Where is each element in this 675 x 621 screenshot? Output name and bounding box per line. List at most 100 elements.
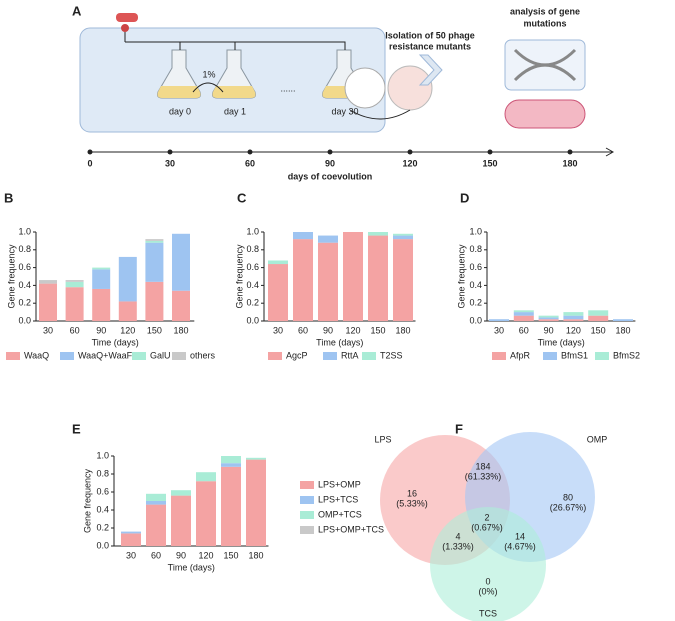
dna bbox=[513, 48, 577, 82]
set-label: OMP bbox=[587, 434, 608, 444]
bar bbox=[268, 264, 288, 321]
bar bbox=[513, 310, 534, 313]
annotation: resistance mutants bbox=[389, 41, 471, 51]
bar bbox=[513, 312, 534, 316]
bar bbox=[538, 319, 559, 321]
region-count: 0 bbox=[485, 576, 490, 586]
legend-label: OMP+TCS bbox=[318, 509, 362, 519]
x-tick-label: 150 bbox=[370, 325, 385, 335]
x-axis-label: days of coevolution bbox=[288, 171, 373, 181]
legend-label: GalU bbox=[150, 350, 171, 360]
bar bbox=[171, 495, 191, 546]
x-tick-label: 60 bbox=[151, 550, 161, 560]
bar bbox=[221, 456, 241, 464]
panel-label: E bbox=[72, 421, 81, 436]
bar bbox=[171, 490, 191, 496]
region-count: 184 bbox=[475, 461, 490, 471]
bar bbox=[65, 281, 84, 288]
bar bbox=[221, 466, 241, 546]
bar bbox=[65, 280, 84, 282]
panel-label: A bbox=[72, 3, 82, 18]
legend-swatch bbox=[595, 352, 609, 360]
transfer-arrow bbox=[192, 82, 224, 93]
y-tick-label: 0.0 bbox=[18, 315, 31, 325]
x-tick-label: 180 bbox=[173, 325, 188, 335]
bar bbox=[246, 459, 266, 546]
x-tick-label: 120 bbox=[198, 550, 213, 560]
bar bbox=[39, 280, 57, 284]
tick-dot bbox=[487, 149, 493, 155]
y-tick-label: 0.4 bbox=[96, 504, 109, 514]
tick-dot bbox=[87, 149, 93, 155]
y-tick-label: 0.0 bbox=[96, 540, 109, 550]
bar bbox=[538, 317, 559, 320]
y-tick-label: 0.2 bbox=[246, 298, 259, 308]
tick-dot bbox=[567, 149, 573, 155]
x-tick-label: 120 bbox=[566, 325, 581, 335]
panel-label: B bbox=[4, 190, 13, 205]
x-tick-label: 30 bbox=[273, 325, 283, 335]
cell bbox=[504, 99, 586, 129]
x-tick-label: 30 bbox=[494, 325, 504, 335]
bar bbox=[145, 242, 164, 282]
bar bbox=[39, 283, 57, 321]
x-tick-label: 180 bbox=[248, 550, 263, 560]
panel-label: C bbox=[237, 190, 247, 205]
x-tick-label: 120 bbox=[402, 158, 417, 168]
annotation: analysis of gene bbox=[510, 6, 580, 16]
legend-swatch bbox=[268, 352, 282, 360]
bar bbox=[368, 235, 388, 321]
x-axis-label: Time (days) bbox=[168, 562, 215, 572]
bar bbox=[318, 242, 338, 321]
bar bbox=[146, 493, 166, 501]
x-tick-label: 150 bbox=[147, 325, 162, 335]
annotation: day 0 bbox=[169, 106, 191, 116]
bar bbox=[145, 239, 164, 241]
bar bbox=[588, 315, 609, 321]
x-tick-label: 60 bbox=[70, 325, 80, 335]
bar bbox=[343, 232, 363, 321]
bar bbox=[489, 319, 509, 321]
dish-arrow bbox=[349, 109, 411, 120]
y-tick-label: 0.6 bbox=[96, 486, 109, 496]
chevron bbox=[418, 54, 443, 86]
legend-label: AgcP bbox=[286, 350, 308, 360]
legend-label: LPS+TCS bbox=[318, 494, 358, 504]
legend-swatch bbox=[362, 352, 376, 360]
bar bbox=[368, 232, 388, 236]
annotation: day 1 bbox=[224, 106, 246, 116]
legend-label: LPS+OMP+TCS bbox=[318, 524, 384, 534]
x-tick-label: 180 bbox=[395, 325, 410, 335]
y-tick-label: 0.6 bbox=[18, 262, 31, 272]
x-tick-label: 0 bbox=[87, 158, 92, 168]
x-tick-label: 60 bbox=[519, 325, 529, 335]
legend-swatch bbox=[300, 481, 314, 489]
annotation: ...... bbox=[280, 83, 295, 93]
x-tick-label: 90 bbox=[325, 158, 335, 168]
legend-swatch bbox=[543, 352, 557, 360]
x-tick-label: 90 bbox=[176, 550, 186, 560]
bar bbox=[118, 301, 137, 321]
bar bbox=[65, 287, 84, 321]
x-axis-label: Time (days) bbox=[316, 337, 363, 347]
set-label: TCS bbox=[479, 608, 497, 618]
bacterium-icon bbox=[116, 13, 138, 22]
region-count: 16 bbox=[407, 488, 417, 498]
region-percent: (1.33%) bbox=[442, 541, 474, 551]
y-tick-label: 1.0 bbox=[246, 226, 259, 236]
x-tick-label: 30 bbox=[126, 550, 136, 560]
bar bbox=[172, 233, 190, 291]
legend-swatch bbox=[172, 352, 186, 360]
x-tick-label: 120 bbox=[120, 325, 135, 335]
x-tick-label: 30 bbox=[43, 325, 53, 335]
bar bbox=[588, 310, 609, 316]
x-tick-label: 30 bbox=[165, 158, 175, 168]
y-tick-label: 0.6 bbox=[469, 262, 482, 272]
x-axis-label: Time (days) bbox=[92, 337, 139, 347]
bar bbox=[563, 312, 584, 316]
bar bbox=[146, 504, 166, 546]
y-tick-label: 1.0 bbox=[96, 450, 109, 460]
bar bbox=[121, 533, 141, 546]
y-tick-label: 1.0 bbox=[18, 226, 31, 236]
